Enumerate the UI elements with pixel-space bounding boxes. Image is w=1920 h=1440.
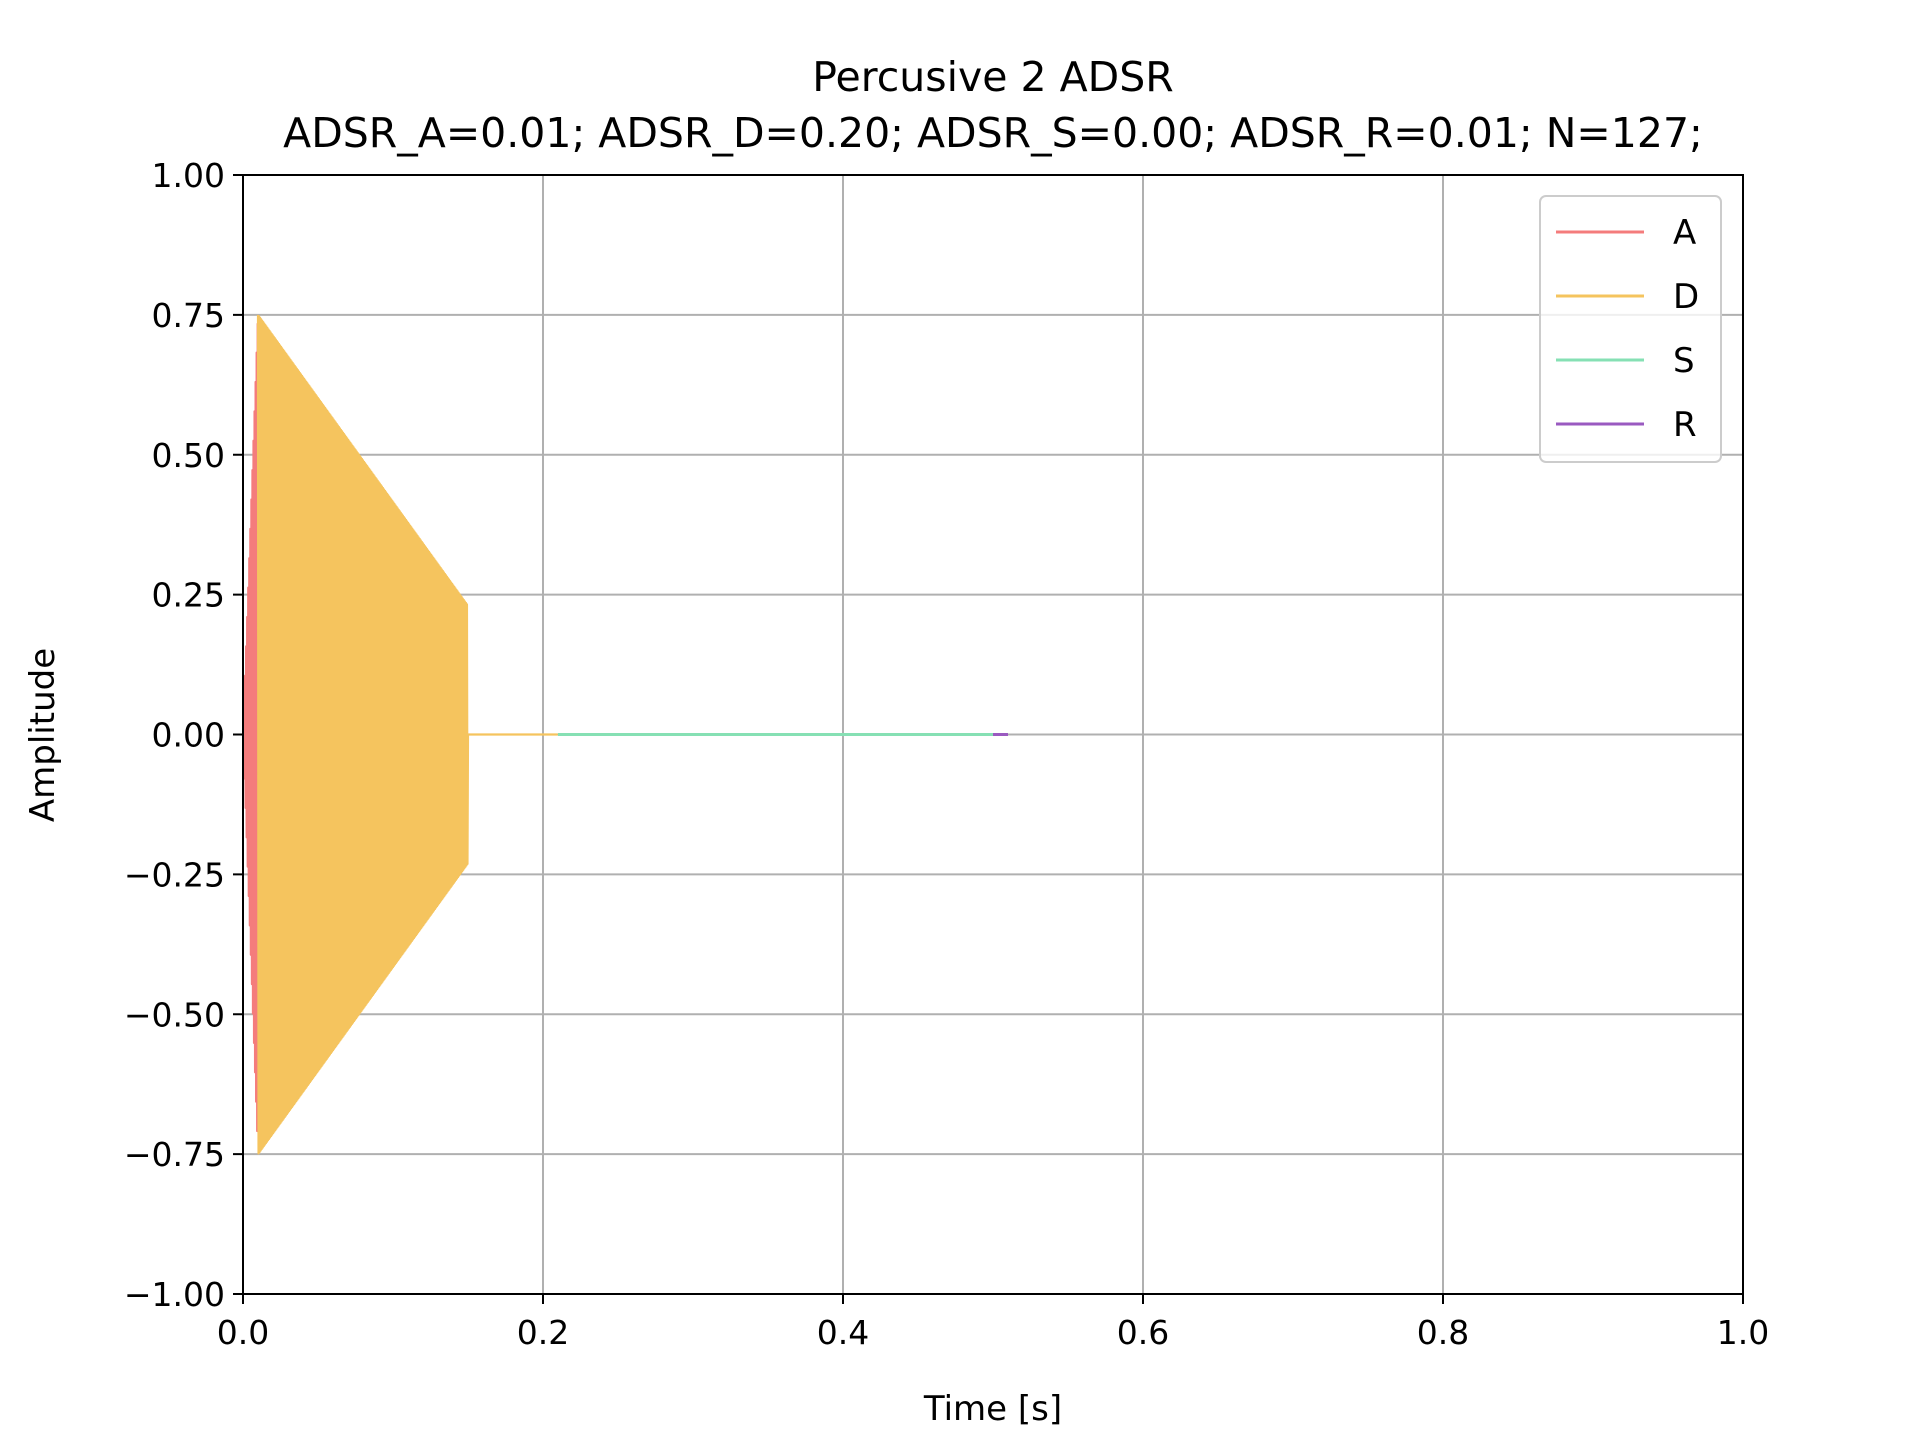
y-tick-label-5: 0.25 (152, 576, 225, 615)
x-tick-label-5: 1.0 (1717, 1313, 1769, 1352)
x-axis-label: Time [s] (923, 1389, 1062, 1429)
y-tick-label-7: 0.75 (152, 296, 225, 335)
legend-label-s: S (1673, 341, 1695, 381)
y-tick-label-3: −0.25 (124, 855, 225, 894)
legend-box (1539, 195, 1722, 463)
x-tick-label-2: 0.4 (817, 1313, 869, 1352)
y-axis-label: Amplitude (23, 648, 63, 822)
legend: ADSR (1539, 195, 1722, 463)
plot-series (241, 314, 1008, 1155)
x-tick-label-3: 0.6 (1117, 1313, 1169, 1352)
chart-title: Percusive 2 ADSR (812, 53, 1174, 101)
chart-subtitle: ADSR_A=0.01; ADSR_D=0.20; ADSR_S=0.00; A… (283, 109, 1703, 157)
legend-label-r: R (1673, 405, 1697, 445)
x-tick-label-0: 0.0 (217, 1313, 269, 1352)
x-tick-label-4: 0.8 (1417, 1313, 1469, 1352)
y-tick-label-2: −0.50 (124, 995, 225, 1034)
y-tick-label-1: −0.75 (124, 1135, 225, 1174)
series-d-line (256, 314, 559, 1155)
y-tick-label-4: 0.00 (152, 716, 225, 755)
x-tick-label-1: 0.2 (517, 1313, 569, 1352)
axis-ticks: 0.0 0.2 0.4 0.6 0.8 1.0 −1.00 −0.75 −0.50 −0.25 0.… (124, 156, 1769, 1352)
y-tick-label-0: −1.00 (124, 1275, 225, 1314)
y-tick-label-8: 1.00 (152, 156, 225, 195)
legend-label-a: A (1673, 213, 1696, 253)
legend-label-d: D (1673, 277, 1699, 317)
y-tick-label-6: 0.50 (152, 436, 225, 475)
series-a-line (241, 323, 259, 1133)
